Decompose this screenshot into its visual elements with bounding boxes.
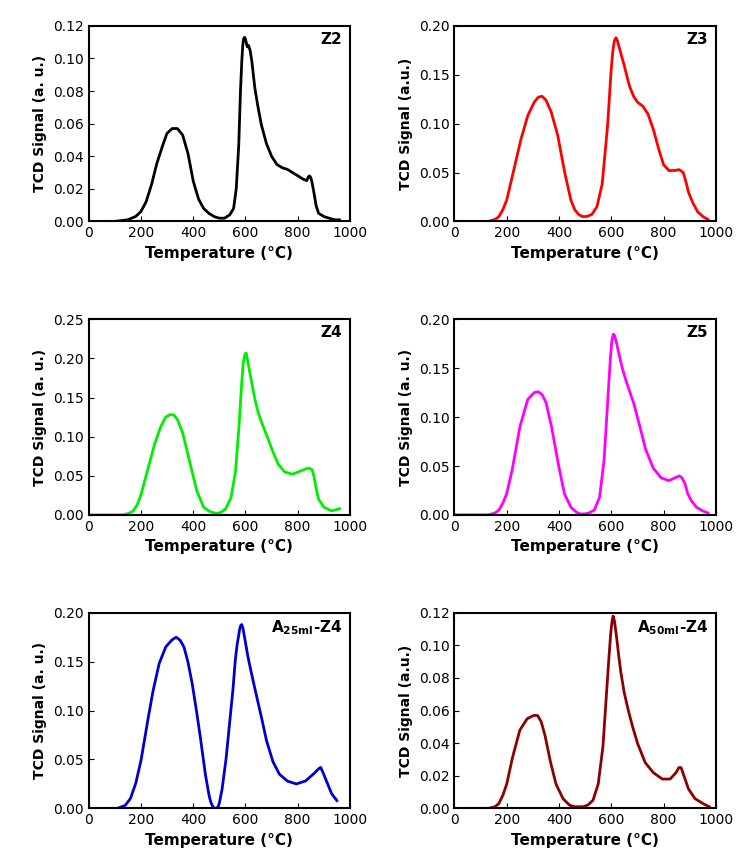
X-axis label: Temperature (°C): Temperature (°C) xyxy=(145,246,293,261)
Text: Z3: Z3 xyxy=(686,32,708,46)
Text: Z5: Z5 xyxy=(686,325,708,341)
Text: Z4: Z4 xyxy=(320,325,342,341)
X-axis label: Temperature (°C): Temperature (°C) xyxy=(511,246,659,261)
Text: $\mathregular{A_{25ml}}$-Z4: $\mathregular{A_{25ml}}$-Z4 xyxy=(271,618,342,637)
X-axis label: Temperature (°C): Temperature (°C) xyxy=(511,832,659,848)
Y-axis label: TCD Signal (a. u.): TCD Signal (a. u.) xyxy=(33,642,47,779)
Y-axis label: TCD Signal (a. u.): TCD Signal (a. u.) xyxy=(33,348,47,486)
Y-axis label: TCD Signal (a. u.): TCD Signal (a. u.) xyxy=(33,55,47,192)
X-axis label: Temperature (°C): Temperature (°C) xyxy=(145,832,293,848)
Y-axis label: TCD Signal (a. u.): TCD Signal (a. u.) xyxy=(399,348,413,486)
Y-axis label: TCD Signal (a.u.): TCD Signal (a.u.) xyxy=(399,58,413,190)
X-axis label: Temperature (°C): Temperature (°C) xyxy=(511,539,659,555)
Text: Z2: Z2 xyxy=(320,32,342,46)
X-axis label: Temperature (°C): Temperature (°C) xyxy=(145,539,293,555)
Y-axis label: TCD Signal (a.u.): TCD Signal (a.u.) xyxy=(399,644,413,777)
Text: $\mathregular{A_{50ml}}$-Z4: $\mathregular{A_{50ml}}$-Z4 xyxy=(637,618,708,637)
